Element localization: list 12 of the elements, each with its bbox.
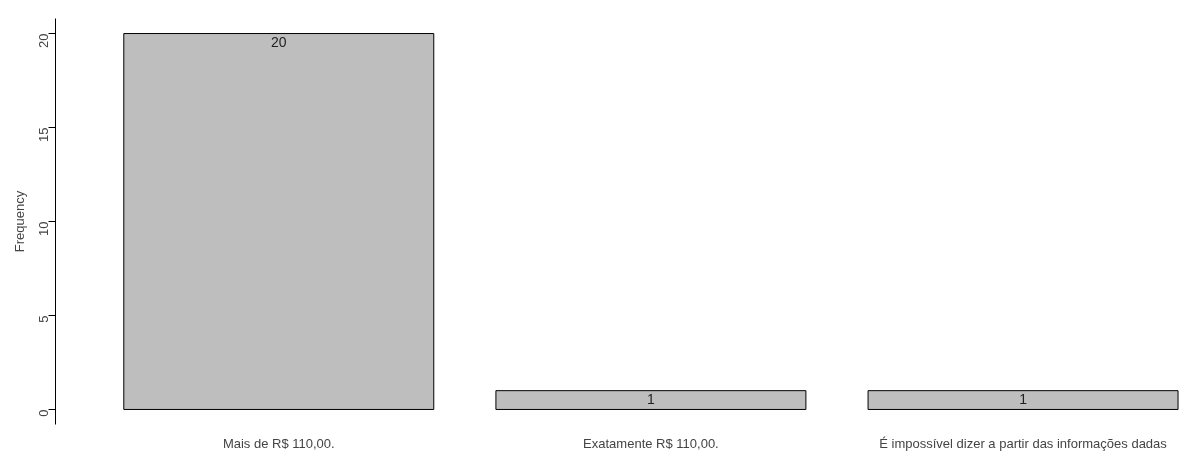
x-tick-label: Mais de R$ 110,00. [222, 435, 335, 451]
y-tick-label: 10 [36, 221, 51, 236]
data-label: 1 [1019, 390, 1028, 407]
y-axis-title: Frequency [11, 190, 27, 253]
data-label: 1 [647, 390, 656, 407]
y-tick-label: 5 [36, 315, 51, 323]
y-tick-label: 15 [36, 127, 51, 142]
y-tick-label: 0 [36, 409, 51, 417]
x-tick-label: Exatamente R$ 110,00. [583, 435, 719, 451]
data-label: 20 [270, 33, 287, 50]
y-tick-label: 20 [36, 33, 51, 48]
x-tick-label: É impossível dizer a partir das informações dadas [879, 435, 1168, 451]
